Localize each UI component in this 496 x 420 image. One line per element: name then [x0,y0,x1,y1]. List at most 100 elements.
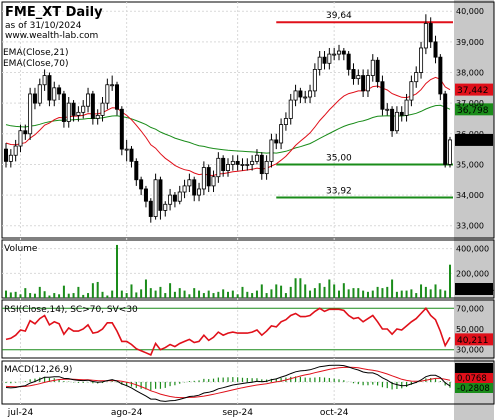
candle-body [259,154,264,175]
badge-close [455,133,493,146]
candle-body [197,188,202,196]
volume-bar [82,294,85,298]
volume-bar [434,284,437,298]
volume-bar [318,283,321,298]
candle-body [158,179,163,211]
volume-bar [381,288,384,298]
candle-body [86,93,91,107]
volume-bar [169,283,172,298]
legend-ema21: EMA(Close,21) [3,48,68,58]
volume-badge [455,283,493,295]
volume-bar [400,290,403,298]
volume-bar [222,289,225,298]
candle-body [100,102,105,116]
candle-body [163,203,168,211]
volume-bar [429,289,432,298]
rsi-tick-label: 30,000 [456,346,484,355]
candle-body [433,41,438,58]
candle-body [8,154,13,162]
candle-body [390,108,395,132]
candle-body [235,160,240,165]
candle-body [66,102,71,122]
macd-badge-signal [455,373,493,383]
rsi-tick-label: 70,000 [456,304,484,313]
candle-body [394,111,399,132]
candle-body [365,75,370,92]
macd-badge-macd [455,363,493,373]
candle-body [240,164,245,166]
volume-bar [135,292,138,298]
candle-body [143,188,148,202]
candle-body [148,200,153,217]
volume-bar [29,293,32,298]
legend-ema70: EMA(Close,70) [3,59,68,69]
volume-bar [140,289,143,298]
macd-badge-label-hist: -0,2808 [457,384,490,394]
volume-bar [116,244,118,298]
volume-bar [62,285,65,298]
candle-body [168,194,173,205]
x-tick-label: sep-24 [222,408,253,418]
candle-body [216,157,221,178]
candle-body [76,111,81,116]
candle-body [52,87,57,101]
candle-body [341,50,346,55]
candle-body [4,148,9,162]
candle-body [419,47,424,73]
candle-body [57,87,62,95]
candle-body [438,56,443,95]
volume-bar [58,294,61,298]
candle-body [28,93,33,135]
price-tick-label: 40,000 [456,7,484,16]
candle-body [221,157,226,171]
volume-bar [415,293,418,298]
candle-body [375,59,380,83]
volume-bar [376,286,379,298]
candle-body [192,179,197,196]
chart-website: www.wealth-lab.com [5,31,98,41]
volume-bar [14,291,17,298]
candle-body [250,160,255,165]
candle-body [115,84,120,110]
volume-bar [111,290,114,298]
volume-bar [154,290,157,298]
x-tick-label: ago-24 [111,408,143,418]
volume-bar [313,288,316,298]
candle-body [18,130,23,147]
candle-body [428,23,433,43]
volume-bar [144,279,147,298]
volume-bar [342,283,345,298]
candle-body [308,90,313,98]
candle-body [245,164,250,166]
candle-body [336,50,341,55]
volume-bar [183,290,186,298]
volume-bar [149,288,152,298]
volume-bar [43,291,46,298]
volume-bar [338,290,340,298]
volume-bar [193,288,196,298]
price-tick-label: 37,000 [456,99,484,108]
candle-body [322,56,327,64]
badge-ema21 [455,83,493,96]
volume-bar [9,292,12,298]
candle-body [177,191,182,202]
candle-body [105,84,110,104]
volume-legend: Volume [4,244,38,254]
candle-body [264,160,269,175]
volume-bar [357,288,360,298]
level-label-resistance: 39,64 [326,11,352,21]
candle-body [370,59,375,76]
candle-body [385,108,390,111]
volume-bar [371,290,374,298]
volume-bar [125,293,128,298]
candle-body [312,69,317,92]
candle-body [129,148,134,162]
badge-label-close: 35,800 [457,136,489,146]
candle-body [206,167,211,187]
volume-bar [328,279,331,298]
candle-body [293,90,298,101]
volume-bar [159,286,162,298]
candle-body [404,99,409,116]
volume-bar [294,278,297,298]
